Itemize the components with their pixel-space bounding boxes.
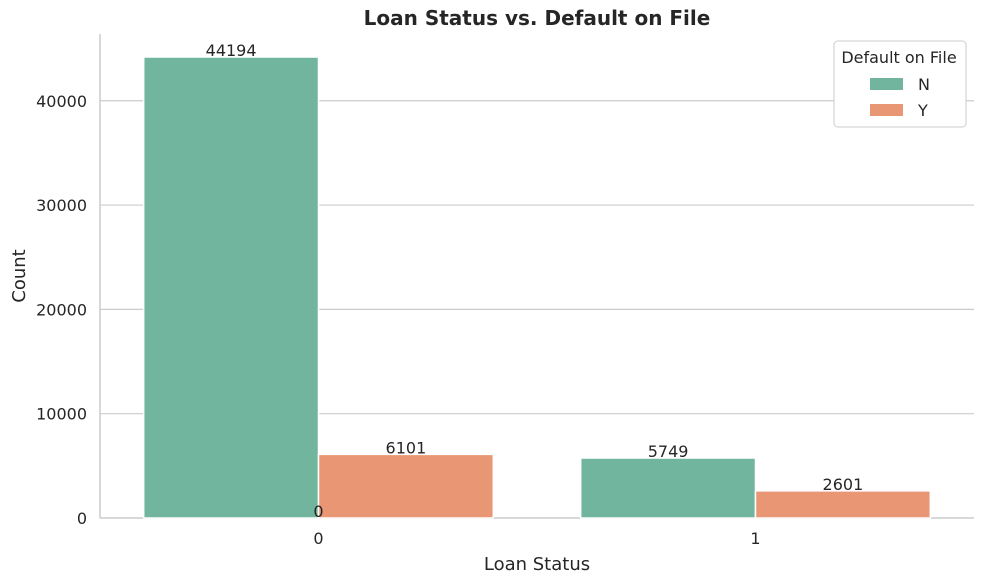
legend: Default on File N Y (833, 40, 967, 128)
bar-y-1 (754, 490, 932, 519)
y-tick-label: 10000 (36, 405, 87, 424)
y-axis-label: Count (9, 249, 30, 302)
x-tick-label: 1 (750, 529, 760, 548)
legend-title: Default on File (841, 48, 956, 67)
legend-swatch-n (870, 78, 903, 90)
data-label: 0 (313, 502, 323, 521)
data-label: 2601 (823, 475, 864, 494)
y-tick-label: 40000 (36, 92, 87, 111)
bars (142, 56, 932, 519)
data-label: 44194 (206, 41, 257, 60)
legend-label-n: N (918, 75, 930, 94)
y-tick-label: 20000 (36, 300, 87, 319)
bar-n-0 (142, 56, 320, 519)
legend-label-y: Y (917, 101, 928, 120)
bar-y-0 (317, 453, 495, 519)
data-label: 5749 (648, 442, 689, 461)
x-axis-label: Loan Status (484, 554, 590, 575)
x-tick-label: 0 (313, 529, 323, 548)
bar-n-1 (579, 457, 757, 519)
chart-title: Loan Status vs. Default on File (364, 6, 711, 30)
y-tick-labels: 0 10000 20000 30000 40000 (36, 92, 87, 528)
data-label: 6101 (386, 438, 427, 457)
y-tick-label: 0 (77, 509, 87, 528)
data-labels: 44194 6101 5749 2601 0 (206, 41, 864, 521)
legend-swatch-y (870, 104, 903, 116)
y-tick-label: 30000 (36, 196, 87, 215)
